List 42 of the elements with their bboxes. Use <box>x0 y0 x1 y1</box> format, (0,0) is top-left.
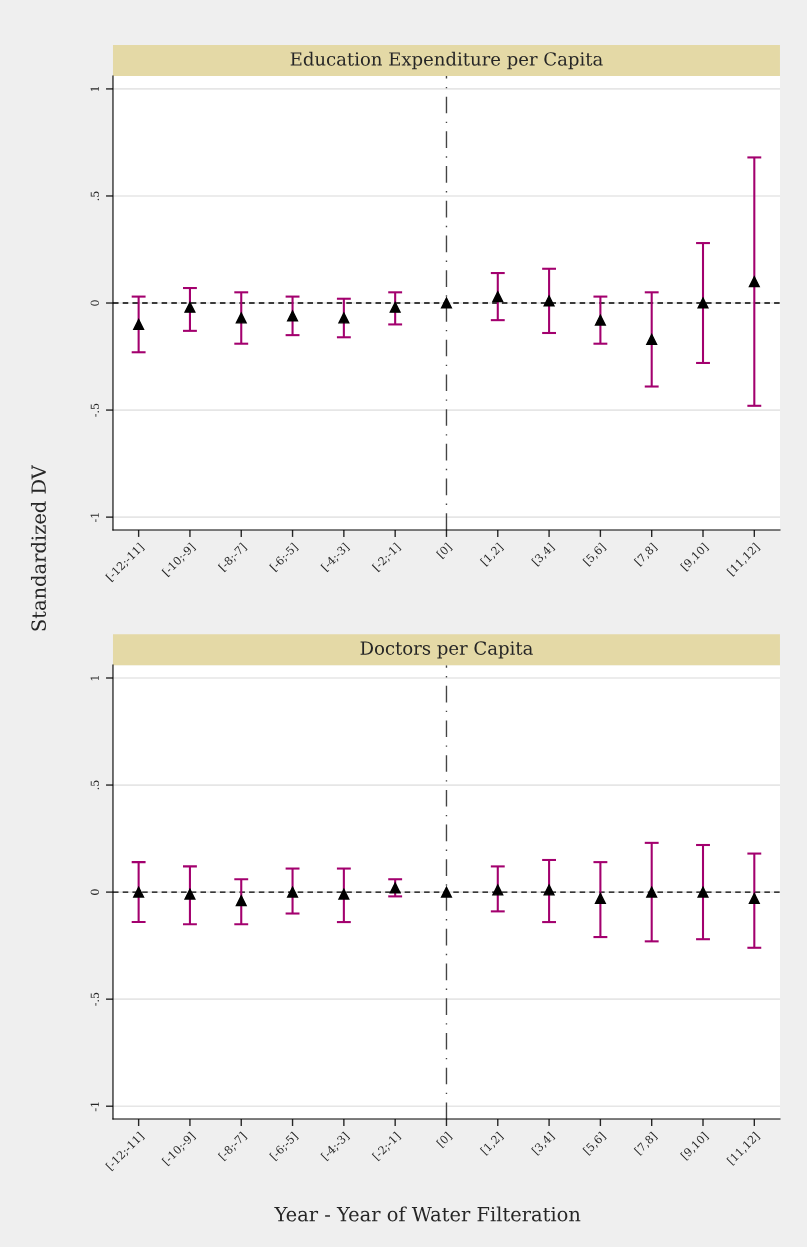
y-tick-label: 1 <box>90 676 99 681</box>
y-tick-label: -1 <box>90 513 99 523</box>
point <box>697 297 709 309</box>
point <box>543 295 555 307</box>
point <box>235 895 247 907</box>
point <box>748 892 760 905</box>
point <box>286 886 299 898</box>
y-tick-label: -1 <box>90 1102 99 1112</box>
y-axis-title: Standardized DV <box>30 464 46 631</box>
y-tick-label: 0 <box>90 889 100 895</box>
point <box>389 301 401 313</box>
point <box>286 310 299 322</box>
x-axis-title: Year - Year of Water Filteration <box>274 1206 581 1222</box>
y-tick-label: .5 <box>90 191 100 201</box>
chart-title: Doctors per Capita <box>360 641 533 659</box>
point <box>338 312 350 324</box>
point <box>133 886 145 898</box>
point <box>440 886 453 898</box>
point <box>184 888 196 900</box>
point <box>440 297 453 309</box>
point <box>646 886 658 898</box>
x-tick-label: [0] <box>436 542 453 560</box>
y-tick-label: -.5 <box>90 403 100 417</box>
point <box>492 291 504 303</box>
point <box>646 333 658 345</box>
y-tick-label: 0 <box>90 300 100 306</box>
point <box>543 884 555 896</box>
point <box>748 276 760 288</box>
point <box>492 884 504 896</box>
point <box>184 301 196 313</box>
point <box>338 888 350 900</box>
point <box>389 882 401 894</box>
point <box>235 312 247 324</box>
chart-title: Education Expenditure per Capita <box>290 51 603 70</box>
y-tick-label: -.5 <box>90 992 100 1006</box>
y-tick-label: 1 <box>90 86 99 92</box>
point <box>697 886 709 898</box>
y-tick-label: .5 <box>90 780 100 790</box>
point <box>133 318 145 330</box>
x-tick-label: [0] <box>436 1131 453 1149</box>
point <box>594 892 606 905</box>
point <box>594 314 606 326</box>
